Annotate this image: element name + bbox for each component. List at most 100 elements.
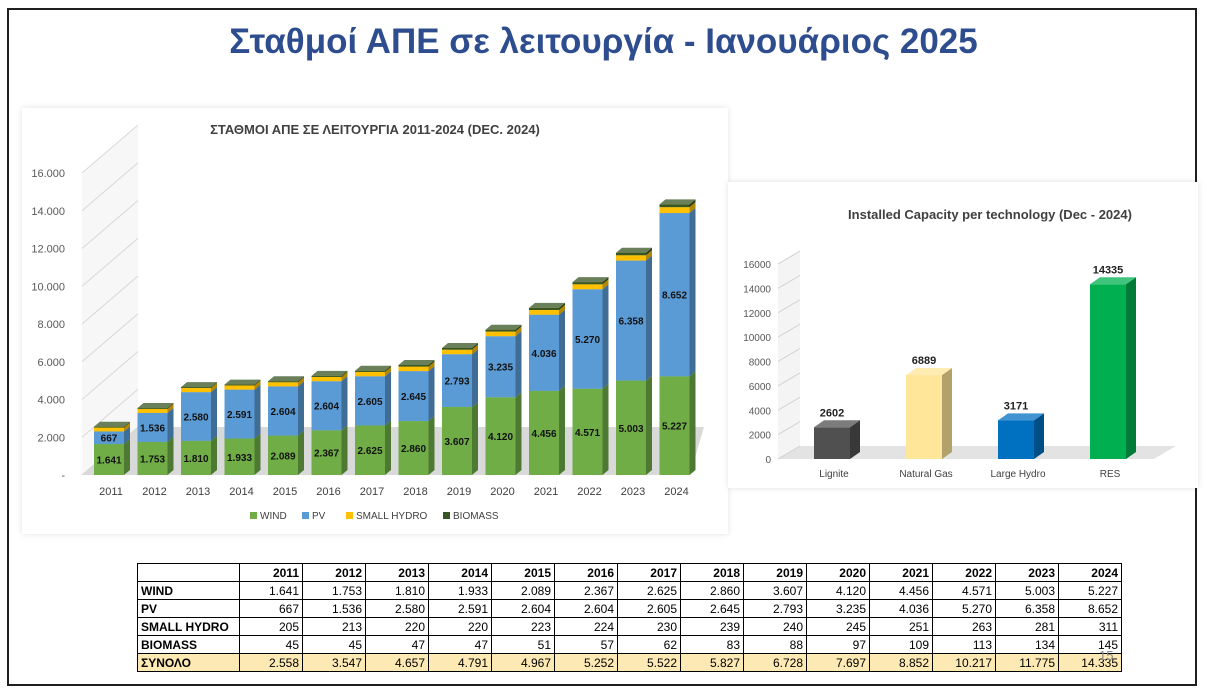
bar-pv-2012-side xyxy=(167,407,174,442)
chart-title: ΣΤΑΘΜΟΙ ΑΠΕ ΣΕ ΛΕΙΤΟΥΡΓΙΑ 2011-2024 (DEC… xyxy=(210,122,540,137)
data-label: 8.652 xyxy=(662,291,687,302)
x-tick-label: 2020 xyxy=(490,486,514,498)
bar-wind-2015 xyxy=(268,435,298,475)
bar-biomass-2022-top xyxy=(572,277,609,283)
table-row: SMALL HYDRO 205 213 220 220 223 224 230 239 240 24… xyxy=(137,617,1122,636)
table-row: BIOMASS 45 45 47 47 51 57 62 83 88 97 109 113 134 145 xyxy=(137,635,1122,654)
y-tick-label: 6.000 xyxy=(37,357,65,369)
bar-biomass-2017 xyxy=(355,370,385,372)
bar-small-hydro-2020-side xyxy=(515,326,522,337)
bar-pv-2015 xyxy=(268,386,298,436)
y-gridline xyxy=(81,388,139,438)
y-tick-label: 16.000 xyxy=(31,168,65,180)
y-gridline xyxy=(777,396,801,411)
x-tick-label: 2014 xyxy=(229,486,253,498)
table-cell: 4.657 xyxy=(365,653,429,672)
y-gridline xyxy=(777,274,801,289)
bar-biomass-2022-side xyxy=(602,277,609,285)
bar-small-hydro-2020 xyxy=(485,331,516,337)
table-cell: 4.456 xyxy=(869,581,933,600)
data-label: 5.270 xyxy=(575,335,600,346)
x-tick-label: 2023 xyxy=(621,486,645,498)
bar-pv-2018 xyxy=(398,371,429,422)
bar-pv-2016-side xyxy=(341,376,348,431)
bar-small-hydro-2013-side xyxy=(211,382,217,393)
data-label: 2.367 xyxy=(314,449,339,460)
bar-biomass-2021-top xyxy=(529,302,565,308)
bar-small-hydro-2012 xyxy=(137,408,168,413)
data-label: 1.810 xyxy=(183,454,208,465)
stacked-bar-chart: ΣΤΑΘΜΟΙ ΑΠΕ ΣΕ ΛΕΙΤΟΥΡΓΙΑ 2011-2024 (DEC… xyxy=(31,122,704,522)
bar-biomass-2023-side xyxy=(646,247,652,256)
y-tick-label: 0 xyxy=(765,455,771,466)
bar-wind-2020-side xyxy=(515,392,522,475)
bar-biomass-2012 xyxy=(137,408,168,409)
y-tick-label: 2.000 xyxy=(37,432,65,444)
y-tick-label: 10.000 xyxy=(31,281,65,293)
bar-wind-2018 xyxy=(398,421,429,475)
bar-stack-2020 xyxy=(485,324,522,475)
bar-biomass-2020-side xyxy=(515,324,522,332)
y-tick-label: 8000 xyxy=(749,358,772,369)
bar-stack-2018 xyxy=(398,360,435,475)
bar-stack-2011 xyxy=(94,421,130,475)
table-cell: 5.003 xyxy=(995,581,1059,600)
data-label: 1.641 xyxy=(96,456,121,467)
table-cell: 281 xyxy=(995,617,1059,636)
table-cell: 4.036 xyxy=(869,599,933,618)
bar-small-hydro-2014-side xyxy=(254,380,261,390)
data-label: 2.793 xyxy=(444,377,469,388)
y-gridline xyxy=(777,323,801,338)
bar-biomass-2018 xyxy=(398,365,429,367)
bar-small-hydro-2021-side xyxy=(559,304,565,315)
y-gridline xyxy=(777,372,801,387)
bar-small-hydro-2022 xyxy=(572,284,603,290)
y-tick-label: 4000 xyxy=(749,406,772,417)
legend-label: WIND xyxy=(260,511,287,522)
bar-stack-2013 xyxy=(181,382,217,475)
bar-stack-2012 xyxy=(137,403,174,475)
table-cell: 4.571 xyxy=(932,581,996,600)
x-tick-label: Lignite xyxy=(819,469,849,480)
table-cell: 311 xyxy=(1058,617,1122,636)
table-cell: 14.335 xyxy=(1058,653,1122,672)
bar-wind-2024-side xyxy=(689,371,696,475)
bar-biomass-2011-side xyxy=(124,421,130,428)
y-gridline xyxy=(777,421,801,436)
capacity-bar-chart-panel: Installed Capacity per technology (Dec -… xyxy=(728,182,1198,488)
table-cell: 2.089 xyxy=(491,581,555,600)
table-row-label: BIOMASS xyxy=(137,635,240,654)
table-cell: 6.358 xyxy=(995,599,1059,618)
bar-biomass-2019-top xyxy=(442,343,478,349)
table-cell: 2.645 xyxy=(680,599,744,618)
table-header-year: 2023 xyxy=(995,563,1059,582)
bar-pv-2014 xyxy=(224,389,255,439)
bar-biomass-2013-side xyxy=(211,382,217,388)
table-cell: 47 xyxy=(428,635,492,654)
bar-biomass-2016-side xyxy=(341,370,348,377)
y-tick-label: 6000 xyxy=(749,382,772,393)
slide-title: Σταθμοί ΑΠΕ σε λειτουργία - Ιανουάριος 2… xyxy=(229,22,978,61)
table-header-year: 2022 xyxy=(932,563,996,582)
table-cell: 1.810 xyxy=(365,581,429,600)
bar-wind-2012-side xyxy=(167,436,174,475)
y-gridline xyxy=(81,162,139,212)
table-cell: 2.860 xyxy=(680,581,744,600)
y-gridline xyxy=(81,275,139,325)
bar-stack-2014 xyxy=(224,379,261,475)
bar-biomass-2021 xyxy=(529,307,559,310)
table-row-label: SMALL HYDRO xyxy=(137,617,240,636)
bar-biomass-2012-top xyxy=(137,403,174,409)
table-header-year: 2021 xyxy=(869,563,933,582)
chart-floor xyxy=(82,427,704,475)
bar-biomass-2014 xyxy=(224,384,255,386)
bar-wind-2013 xyxy=(181,440,211,475)
y-tick-label: 10000 xyxy=(743,333,771,344)
bar-wind-2023-side xyxy=(646,375,652,475)
y-gridline xyxy=(81,200,139,249)
table-cell: 1.536 xyxy=(302,599,366,618)
bar-biomass-2014-side xyxy=(254,379,261,386)
data-label: 3171 xyxy=(1004,400,1028,412)
table-cell: 47 xyxy=(365,635,429,654)
